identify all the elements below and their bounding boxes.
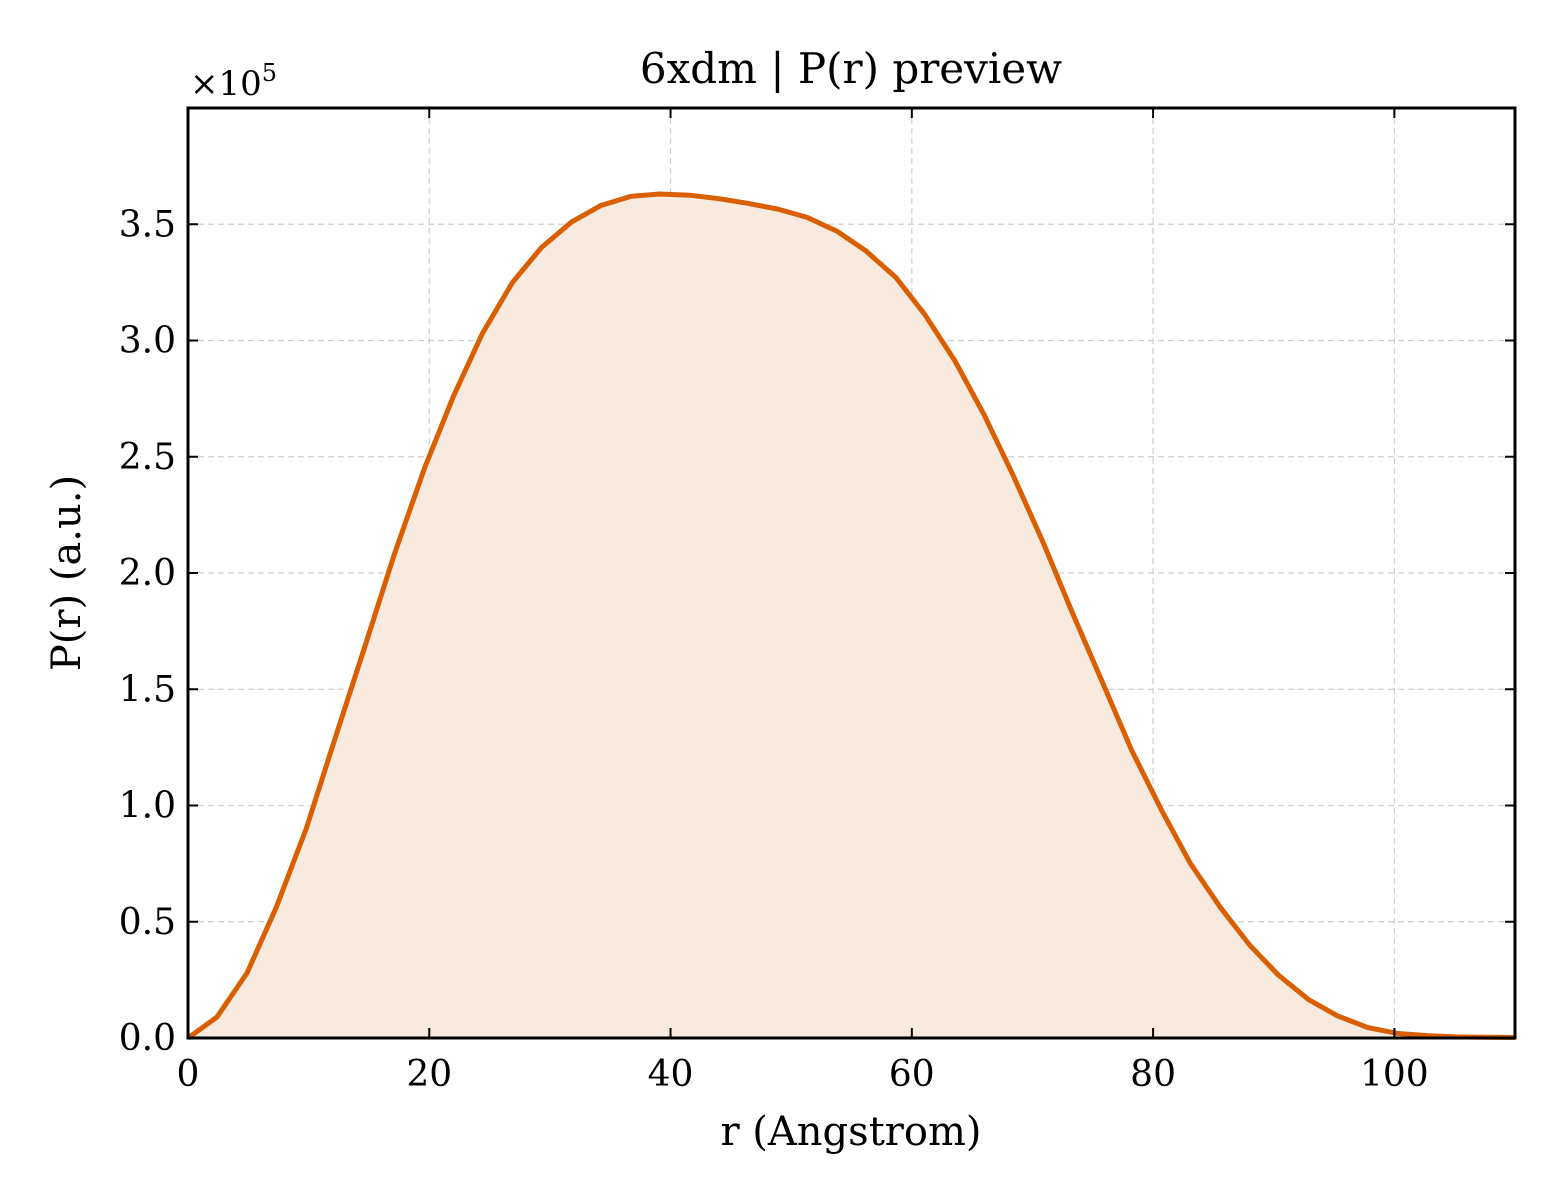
- chart-title: 6xdm | P(r) preview: [640, 44, 1062, 93]
- y-multiplier-base: ×10: [190, 64, 262, 104]
- x-axis-ticks: 0 20 40 60 80 100: [177, 108, 1429, 1095]
- x-tick-label: 40: [648, 1054, 694, 1095]
- y-tick-label: 1.0: [119, 786, 176, 827]
- x-tick-label: 20: [406, 1054, 452, 1095]
- y-tick-label: 0.5: [119, 902, 176, 943]
- x-tick-label: 80: [1130, 1054, 1176, 1095]
- y-tick-label: 0.0: [119, 1018, 176, 1059]
- y-tick-label: 3.5: [119, 204, 176, 245]
- series-line: [186, 191, 1516, 1041]
- y-axis-multiplier: ×105: [190, 59, 277, 104]
- series-line-group: [186, 191, 1516, 1041]
- y-tick-label: 1.5: [119, 669, 176, 710]
- y-tick-label: 2.0: [119, 553, 176, 594]
- area-fill: [188, 194, 1515, 1038]
- y-tick-label: 2.5: [119, 437, 176, 478]
- x-axis-label: r (Angstrom): [720, 1109, 981, 1155]
- y-multiplier-exponent: 5: [262, 59, 277, 87]
- y-tick-label: 3.0: [119, 321, 176, 362]
- y-axis-ticks: 0.0 0.5 1.0 1.5 2.0 2.5 3.0 3.5: [119, 204, 1515, 1059]
- x-tick-label: 60: [889, 1054, 935, 1095]
- x-tick-label: 0: [177, 1054, 200, 1095]
- x-tick-label: 100: [1360, 1054, 1429, 1095]
- y-axis-label: P(r) (a.u.): [44, 475, 90, 671]
